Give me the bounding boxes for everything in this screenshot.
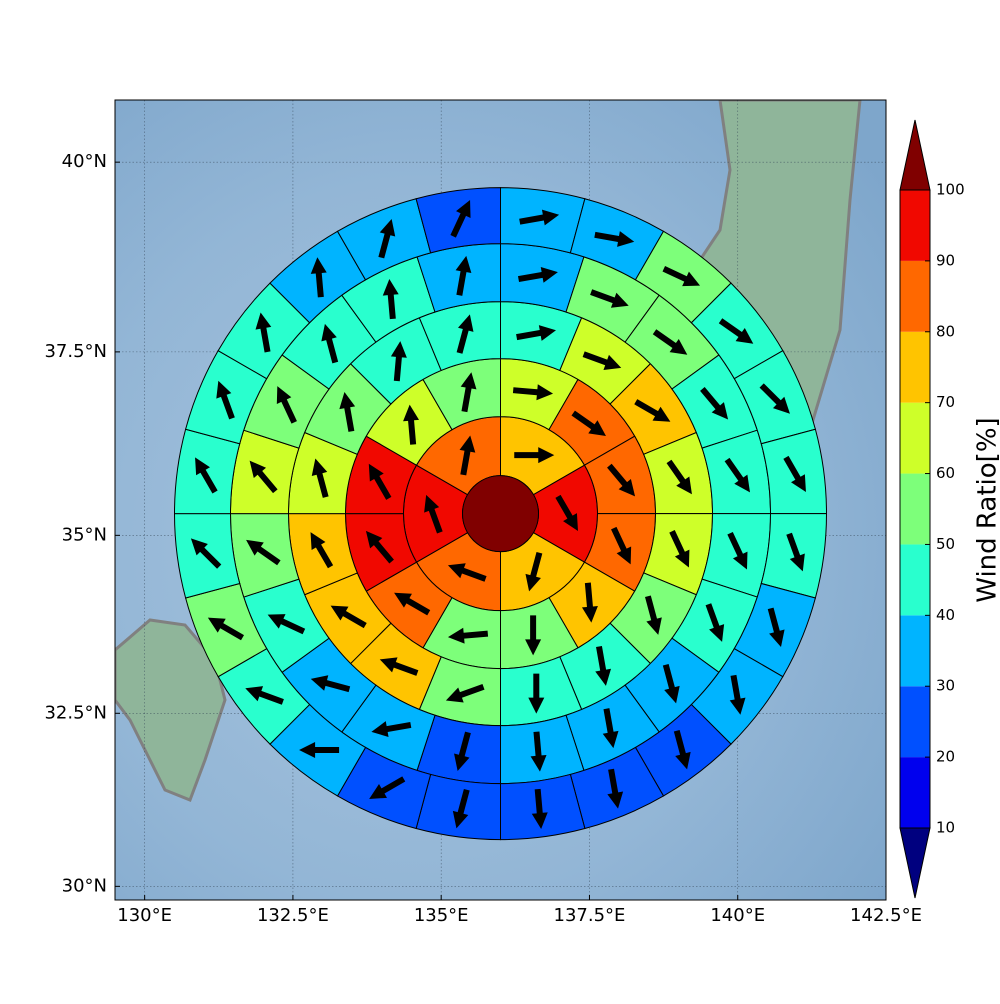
y-tick-label: 30°N (62, 875, 107, 896)
colorbar-bin (900, 615, 930, 686)
ring-sector (761, 514, 826, 598)
ring-sector (501, 774, 585, 839)
colorbar-bin (900, 686, 930, 757)
center-disc (463, 476, 539, 552)
y-tick-label: 37.5°N (44, 341, 107, 362)
x-tick-label: 132.5°E (257, 905, 329, 926)
wind-rings (175, 188, 827, 840)
x-tick-label: 135°E (414, 905, 469, 926)
colorbar-tick-label: 20 (936, 748, 955, 766)
y-tick-label: 35°N (62, 524, 107, 545)
colorbar-bin (900, 403, 930, 474)
colorbar-tick-label: 80 (936, 322, 955, 340)
colorbar-under (900, 828, 930, 898)
x-tick-label: 140°E (710, 905, 765, 926)
y-tick-label: 32.5°N (44, 702, 107, 723)
colorbar-tick-label: 10 (936, 819, 955, 837)
ring-sector (175, 429, 240, 513)
colorbar-label: Wind Ratio[%] (973, 417, 1000, 602)
colorbar-tick-label: 30 (936, 677, 955, 695)
colorbar-tick-label: 40 (936, 606, 955, 624)
colorbar-tick-label: 50 (936, 535, 955, 553)
colorbar-bin (900, 544, 930, 615)
colorbar-tick-label: 100 (936, 181, 965, 199)
colorbar-tick-label: 70 (936, 393, 955, 411)
colorbar-tick-label: 90 (936, 251, 955, 269)
x-tick-label: 137.5°E (554, 905, 626, 926)
x-tick-label: 142.5°E (850, 905, 922, 926)
colorbar-bin (900, 190, 930, 261)
colorbar-tick-label: 60 (936, 464, 955, 482)
ring-sector (416, 774, 500, 839)
colorbar-over (900, 120, 930, 190)
colorbar-bin (900, 261, 930, 332)
colorbar-bin (900, 757, 930, 828)
colorbar: 10 20 30 40 50 60 70 80 90 100 (900, 120, 965, 898)
colorbar-bin (900, 474, 930, 545)
x-tick-label: 130°E (117, 905, 172, 926)
colorbar-bin (900, 332, 930, 403)
y-tick-label: 40°N (62, 151, 107, 172)
